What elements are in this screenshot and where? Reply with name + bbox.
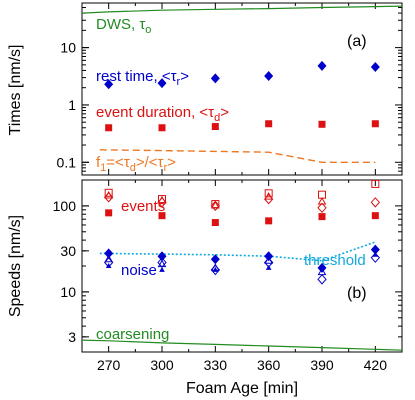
series-a-1-point (210, 73, 220, 84)
series-a-2-point (158, 124, 166, 132)
series-b-6-point (157, 251, 167, 262)
series-b-3-point (371, 179, 380, 188)
annotation-coarsening: coarsening (96, 326, 169, 343)
series-b-9-point (319, 264, 325, 270)
series-b-6-point (264, 251, 274, 262)
series-a-2-point (318, 120, 326, 128)
series-b-8-point (264, 256, 274, 264)
x-tick-label: 360 (257, 357, 281, 373)
series-a-1-point (157, 78, 167, 89)
series-a-1-point (317, 60, 327, 71)
panel-b-tag: (b) (347, 285, 367, 302)
y-tick-label: 0.1 (57, 154, 77, 170)
series-a-2-point (105, 124, 113, 132)
series-b-9-point (372, 251, 379, 257)
x-tick-label: 330 (204, 357, 228, 373)
x-tick-label: 300 (150, 357, 174, 373)
annotation-f1-ratio: f1=<τd>/<τr> (96, 154, 176, 174)
annotation-dws: DWS, τo (96, 16, 151, 36)
y-tick-label: 100 (53, 198, 77, 214)
series-b-7-point (317, 274, 327, 285)
series-b-9-point (105, 263, 112, 268)
annotation-events: events (121, 198, 165, 215)
panel-a-marks (81, 5, 403, 164)
x-tick-label: 270 (97, 357, 121, 373)
x-tick-label: 420 (364, 357, 388, 373)
series-b-0-line (81, 339, 403, 351)
series-b-4-point (317, 197, 327, 205)
series-b-5-point (157, 197, 167, 208)
y-tick-label: 3 (68, 329, 76, 345)
panel-a-tag: (a) (347, 33, 367, 50)
series-b-8-point (157, 259, 167, 268)
panel-b-ticks: 3 10 30 100 270 300 330 360 390 420 (53, 179, 402, 373)
annotation-rest-time: rest time, <τr> (96, 68, 189, 88)
series-b-7-point (370, 252, 381, 263)
series-a-3-line (99, 149, 376, 164)
series-a-2-point (211, 123, 219, 131)
series-b-5-point (263, 193, 274, 205)
series-b-5-point (103, 192, 114, 203)
annotation-threshold: threshold (304, 252, 366, 269)
series-a-2-point (371, 120, 379, 128)
series-b-2-point (211, 219, 219, 227)
y-axis-label-times: Times [nm/s] (7, 45, 24, 136)
series-b-3-point (264, 189, 273, 198)
series-a-2-point (265, 120, 273, 128)
series-b-2-point (105, 209, 113, 217)
series-b-5-point (370, 197, 381, 208)
series-b-6-point (370, 244, 380, 255)
series-b-9-point (212, 266, 219, 272)
series-b-2-point (265, 217, 273, 225)
series-b-2-point (158, 212, 166, 220)
series-b-9-point (265, 264, 272, 270)
series-b-5-point (210, 200, 221, 212)
series-b-6-point (104, 248, 114, 259)
series-a-1-point (370, 61, 380, 72)
panel-a-ticks: 0.1 1 10 (57, 2, 402, 176)
series-b-9-point (159, 266, 165, 272)
series-b-3-point (104, 188, 113, 197)
panel-b-marks (81, 179, 403, 351)
annotation-event-duration: event duration, <τd> (96, 104, 229, 124)
x-axis-label: Foam Age [min] (186, 380, 298, 397)
y-tick-label: 10 (60, 40, 76, 56)
series-b-2-point (318, 213, 326, 221)
series-b-4-point (210, 201, 220, 209)
series-b-2-point (371, 212, 379, 220)
y-tick-label: 30 (60, 243, 76, 259)
series-b-5-point (317, 202, 327, 214)
series-b-3-point (318, 190, 326, 199)
series-a-1-point (104, 79, 114, 90)
series-a-0-line (81, 5, 403, 14)
y-axis-label-speeds: Speeds [nm/s] (7, 215, 24, 317)
x-tick-label: 390 (310, 357, 334, 373)
series-b-8-point (317, 267, 327, 276)
series-b-6-point (210, 254, 220, 265)
series-b-8-point (104, 254, 114, 263)
series-a-1-point (264, 70, 274, 81)
annotation-noise: noise (121, 262, 157, 279)
y-tick-label: 1 (68, 97, 76, 113)
y-tick-label: 10 (60, 284, 76, 300)
